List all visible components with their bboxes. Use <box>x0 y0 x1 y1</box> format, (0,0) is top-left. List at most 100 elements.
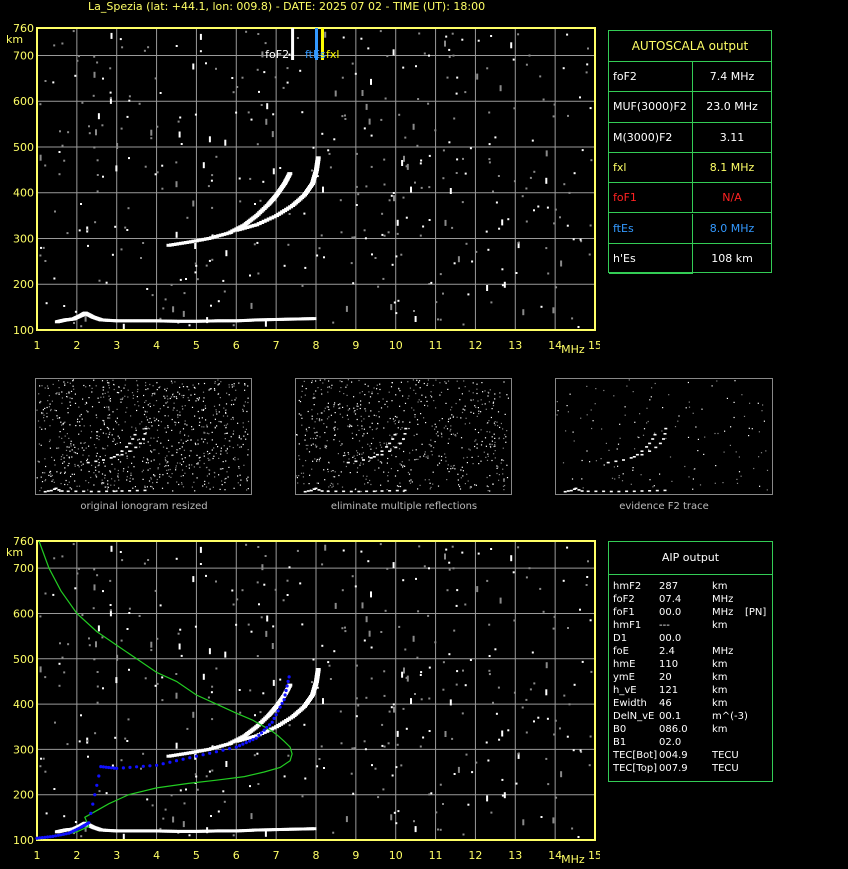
thumb-noise <box>313 427 315 429</box>
noise-dot <box>529 688 532 691</box>
thumb-noise <box>333 429 336 431</box>
thumb-noise <box>112 411 114 413</box>
thumb-noise <box>58 393 60 395</box>
thumb-noise <box>46 412 48 414</box>
x-tick-label: 12 <box>468 339 482 352</box>
thumb-noise <box>237 444 239 446</box>
noise-dot <box>455 172 458 174</box>
thumb-noise <box>118 424 120 426</box>
noise-dot <box>72 543 75 546</box>
thumb-noise <box>494 457 496 459</box>
noise-dot <box>114 225 117 228</box>
model-trace-point <box>87 821 91 825</box>
thumb-noise <box>391 382 393 384</box>
thumb-noise <box>126 455 128 457</box>
noise-dot <box>412 123 415 130</box>
noise-dot <box>448 141 451 144</box>
aip-param-value: 004.9 <box>659 750 688 761</box>
thumb-noise <box>412 449 414 451</box>
thumb-noise <box>153 449 155 451</box>
thumb-noise <box>327 471 329 473</box>
thumb-noise <box>89 385 91 387</box>
thumb-noise <box>74 393 76 395</box>
noise-dot <box>420 186 423 189</box>
thumb-noise <box>301 417 303 419</box>
thumb-noise <box>118 487 120 489</box>
thumb-noise <box>445 402 447 404</box>
noise-dot <box>102 590 104 593</box>
thumb-noise <box>308 451 311 453</box>
noise-dot <box>120 248 123 251</box>
model-trace-point <box>259 731 264 735</box>
thumb-noise <box>298 475 300 477</box>
thumb-noise <box>167 439 170 441</box>
thumb-noise <box>592 420 594 422</box>
autoscala-value: 108 km <box>711 251 753 265</box>
thumb-noise <box>98 471 100 473</box>
thumb-noise <box>98 439 100 441</box>
noise-dot <box>517 33 520 36</box>
noise-dot <box>264 830 267 837</box>
thumb-noise <box>214 382 216 384</box>
noise-dot <box>144 677 147 680</box>
noise-dot <box>52 593 55 596</box>
thumb-trace <box>112 456 116 458</box>
thumb-noise <box>212 414 214 416</box>
thumb-trace <box>354 460 358 463</box>
trace-point <box>315 673 320 677</box>
noise-dot <box>522 819 525 826</box>
noise-dot <box>334 90 337 97</box>
noise-dot <box>225 761 228 767</box>
y-tick-label: 760 <box>13 22 34 35</box>
thumb-noise <box>230 436 232 438</box>
noise-dot <box>111 764 114 767</box>
aip-param-name: B0 <box>613 724 627 735</box>
thumb-noise <box>129 477 131 479</box>
trace-point <box>287 683 293 687</box>
thumb-noise <box>301 390 303 392</box>
thumb-noise <box>136 391 139 393</box>
thumb-noise <box>503 478 505 480</box>
thumb-noise <box>586 450 588 452</box>
thumb-noise <box>144 486 146 488</box>
thumb-noise <box>368 460 370 462</box>
noise-dot <box>456 670 459 673</box>
thumb-noise <box>646 422 648 424</box>
thumb-noise <box>91 406 94 408</box>
noise-dot <box>175 673 178 675</box>
thumb-noise <box>160 442 162 444</box>
thumb-noise <box>184 405 186 407</box>
thumb-noise <box>58 447 60 449</box>
thumb-noise <box>43 417 45 419</box>
noise-dot <box>256 655 259 657</box>
thumb-noise <box>427 379 429 381</box>
trace-point <box>315 671 321 675</box>
thumb-noise <box>214 476 216 478</box>
thumb-noise <box>55 410 57 412</box>
thumb-noise <box>156 389 158 391</box>
y-tick-label: 200 <box>13 789 34 802</box>
noise-dot <box>185 788 187 791</box>
aip-title: AIP output <box>609 542 772 575</box>
noise-dot <box>386 55 389 58</box>
noise-dot <box>410 698 412 705</box>
thumb-trace <box>398 442 402 445</box>
thumb-noise <box>246 489 248 491</box>
thumb-noise <box>202 400 204 402</box>
thumb-noise <box>466 456 468 458</box>
noise-dot <box>445 35 448 38</box>
thumb-noise <box>206 424 208 426</box>
thumb-noise <box>138 405 140 407</box>
thumb-noise <box>377 393 379 395</box>
thumb-noise <box>376 384 378 386</box>
model-trace-point <box>121 766 125 770</box>
thumb-noise <box>151 486 153 488</box>
thumb-noise <box>379 444 382 446</box>
thumb-noise <box>177 414 179 416</box>
noise-dot <box>263 583 266 586</box>
thumb-noise <box>69 487 71 489</box>
thumb-noise <box>503 437 505 440</box>
thumb-noise <box>146 458 148 460</box>
thumb-noise <box>423 417 425 419</box>
noise-dot <box>44 676 47 679</box>
